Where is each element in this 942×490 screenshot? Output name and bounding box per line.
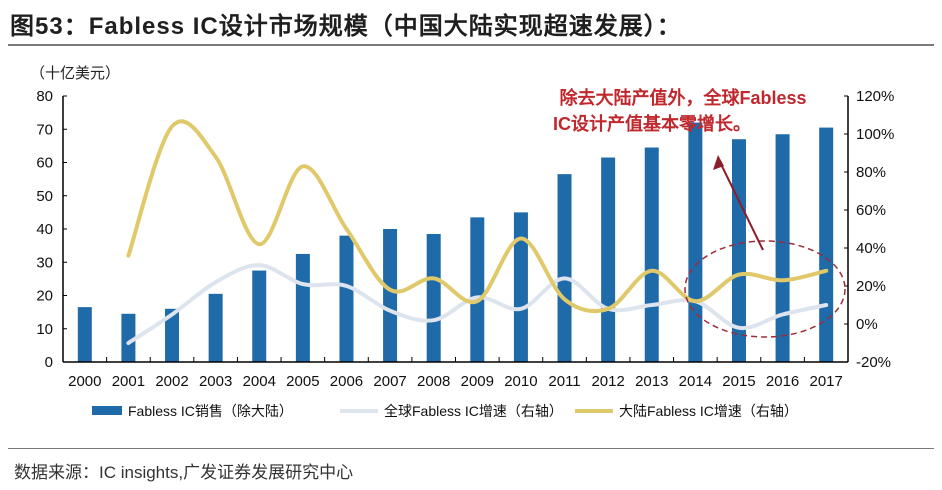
bar-2003 bbox=[208, 293, 223, 362]
arrow-head bbox=[713, 155, 724, 170]
left-tick-label: 30 bbox=[36, 254, 53, 271]
x-tick-label: 2016 bbox=[766, 373, 799, 390]
source-note: 数据来源：IC insights,广发证券发展研究中心 bbox=[14, 463, 354, 482]
annotation-arrow bbox=[717, 157, 764, 251]
bar-2017 bbox=[819, 127, 834, 363]
right-tick-label: 60% bbox=[856, 202, 886, 219]
figure-title: 图53：Fabless IC设计市场规模（中国大陆实现超速发展）： bbox=[10, 13, 682, 40]
bar-2016 bbox=[775, 134, 790, 362]
bar-2014 bbox=[688, 122, 703, 362]
right-tick-label: 40% bbox=[856, 240, 886, 257]
right-tick-label: 0% bbox=[856, 316, 878, 333]
x-tick-label: 2011 bbox=[548, 373, 580, 390]
right-tick-label: 20% bbox=[856, 278, 886, 295]
x-tick-label: 2003 bbox=[199, 373, 232, 390]
left-tick-label: 50 bbox=[36, 188, 53, 205]
legend-swatch-bar bbox=[92, 406, 122, 415]
bar-2009 bbox=[470, 217, 485, 362]
x-tick-label: 2013 bbox=[635, 373, 668, 390]
bar-2013 bbox=[644, 147, 659, 362]
legend-label: 大陆Fabless IC增速（右轴） bbox=[619, 403, 798, 419]
x-tick-label: 2007 bbox=[373, 373, 406, 390]
x-tick-label: 2010 bbox=[504, 373, 537, 390]
annotation-line-2: IC设计产值基本零增长。 bbox=[553, 113, 751, 134]
bar-2010 bbox=[513, 212, 528, 362]
bar-2008 bbox=[426, 233, 441, 362]
bar-2000 bbox=[77, 307, 92, 362]
left-tick-label: 60 bbox=[36, 155, 53, 172]
x-tick-label: 2017 bbox=[810, 373, 843, 390]
bar-2007 bbox=[383, 229, 398, 362]
bar-2012 bbox=[601, 157, 616, 362]
x-tick-label: 2005 bbox=[286, 373, 319, 390]
x-tick-label: 2009 bbox=[461, 373, 494, 390]
right-tick-label: -20% bbox=[856, 354, 891, 371]
x-tick-label: 2000 bbox=[68, 373, 101, 390]
bar-2005 bbox=[295, 253, 310, 362]
x-tick-label: 2001 bbox=[112, 373, 145, 390]
left-tick-label: 10 bbox=[36, 321, 53, 338]
left-tick-label: 0 bbox=[45, 354, 53, 371]
right-tick-label: 100% bbox=[856, 126, 894, 143]
bar-2002 bbox=[165, 308, 180, 362]
annotation-line-1: 除去大陆产值外，全球Fabless bbox=[559, 87, 806, 108]
right-tick-label: 80% bbox=[856, 164, 886, 181]
highlight-ellipse bbox=[684, 240, 846, 338]
x-tick-label: 2012 bbox=[591, 373, 624, 390]
source-divider bbox=[8, 448, 934, 449]
legend-label: Fabless IC销售（除大陆） bbox=[128, 403, 293, 419]
bar-2004 bbox=[252, 270, 267, 362]
title-divider bbox=[8, 44, 934, 46]
legend-label: 全球Fabless IC增速（右轴） bbox=[384, 403, 563, 419]
bar-2011 bbox=[557, 174, 572, 362]
left-axis-unit: （十亿美元） bbox=[30, 65, 121, 82]
x-tick-label: 2004 bbox=[243, 373, 276, 390]
left-tick-label: 80 bbox=[36, 88, 53, 105]
right-tick-label: 120% bbox=[856, 88, 894, 105]
x-tick-label: 2014 bbox=[679, 373, 712, 390]
x-tick-label: 2006 bbox=[330, 373, 363, 390]
left-tick-label: 20 bbox=[36, 288, 53, 305]
left-tick-label: 70 bbox=[36, 121, 53, 138]
x-tick-label: 2008 bbox=[417, 373, 450, 390]
bar-2006 bbox=[339, 235, 354, 362]
x-tick-label: 2002 bbox=[155, 373, 188, 390]
bar-2001 bbox=[121, 313, 136, 362]
left-tick-label: 40 bbox=[36, 221, 53, 238]
x-tick-label: 2015 bbox=[722, 373, 755, 390]
